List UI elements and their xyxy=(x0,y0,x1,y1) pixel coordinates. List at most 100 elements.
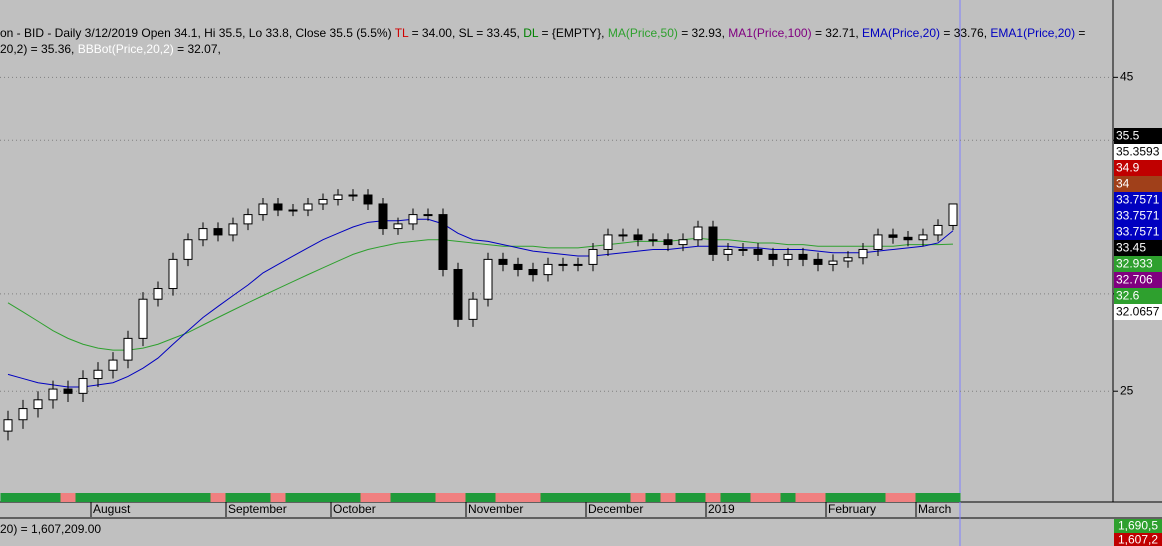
candle-body xyxy=(348,194,358,197)
price-label: 35.3593 xyxy=(1116,145,1160,159)
trend-strip xyxy=(330,493,346,502)
price-label-box xyxy=(1114,256,1162,272)
header-segment: MA(Price,50) xyxy=(607,26,678,40)
trend-strip xyxy=(885,493,901,502)
price-label-box xyxy=(1114,208,1162,224)
volume-label-box xyxy=(1114,519,1162,533)
header-line: on - BID - Daily 3/12/2019 Open 34.1, Hi… xyxy=(0,25,1085,41)
trend-strip xyxy=(510,493,526,502)
candle-body xyxy=(243,214,253,225)
candle-body xyxy=(948,203,958,226)
x-tick-label: November xyxy=(468,502,523,516)
trend-strip xyxy=(900,493,916,502)
trend-strip xyxy=(600,493,616,502)
trend-strip xyxy=(390,493,406,502)
trend-strip xyxy=(660,493,676,502)
trend-strip xyxy=(570,493,586,502)
candle-body xyxy=(303,203,313,211)
candle-body xyxy=(618,234,628,237)
trend-strip xyxy=(165,493,181,502)
trend-strip xyxy=(750,493,766,502)
y-tick-label: 25 xyxy=(1120,383,1134,397)
candle-body xyxy=(888,234,898,238)
trend-strip xyxy=(360,493,376,502)
trend-strip xyxy=(615,493,631,502)
candle-body xyxy=(918,234,928,241)
trend-strip xyxy=(195,493,211,502)
trend-strip xyxy=(30,493,46,502)
price-label-box xyxy=(1114,192,1162,208)
trend-strip xyxy=(210,493,226,502)
price-label: 33.7571 xyxy=(1116,209,1160,223)
candle-body xyxy=(858,248,868,259)
trend-strip xyxy=(180,493,196,502)
trend-strip xyxy=(450,493,466,502)
candle-body xyxy=(933,224,943,236)
price-label-box xyxy=(1114,176,1162,192)
candle-body xyxy=(543,263,553,276)
trend-strip xyxy=(150,493,166,502)
trend-strip xyxy=(300,493,316,502)
price-label: 34.9 xyxy=(1116,161,1140,175)
candle-body xyxy=(573,263,583,266)
candle-body xyxy=(723,248,733,255)
price-label: 33.7571 xyxy=(1116,193,1160,207)
candle-body xyxy=(708,226,718,255)
trend-strip xyxy=(630,493,646,502)
candle-body xyxy=(408,214,418,225)
price-label-box xyxy=(1114,128,1162,144)
candle-body xyxy=(378,203,388,230)
volume-label: 1,690,5 xyxy=(1118,519,1158,533)
trend-strip xyxy=(825,493,841,502)
x-tick-label: February xyxy=(828,502,876,516)
trend-strip xyxy=(255,493,271,502)
candle-body xyxy=(123,337,133,361)
candle-body xyxy=(738,248,748,251)
x-tick-label: September xyxy=(228,502,287,516)
volume-caption: 20) = 1,607,209.00 xyxy=(0,522,101,536)
header-segment: EMA1(Price,20) xyxy=(990,26,1076,40)
trend-strip xyxy=(240,493,256,502)
trend-strip xyxy=(435,493,451,502)
trend-strip xyxy=(225,493,241,502)
candle-body xyxy=(423,214,433,217)
trend-strip xyxy=(270,493,286,502)
trend-strip xyxy=(495,493,511,502)
header-segment: = {EMPTY}, xyxy=(538,26,608,40)
header-segment: = 32.93, xyxy=(677,26,729,40)
price-label: 32.6 xyxy=(1116,289,1140,303)
x-tick-label: October xyxy=(333,502,376,516)
price-label: 33.7571 xyxy=(1116,225,1160,239)
trend-strip xyxy=(690,493,706,502)
price-label: 35.5 xyxy=(1116,129,1140,143)
candle-body xyxy=(318,198,328,205)
trend-strip xyxy=(780,493,796,502)
price-label: 32.0657 xyxy=(1116,305,1160,319)
price-label-box xyxy=(1114,272,1162,288)
candle-body xyxy=(663,239,673,246)
candle-body xyxy=(468,298,478,320)
header-segment: 20,2) = 35.36, xyxy=(0,42,78,56)
x-tick-label: 2019 xyxy=(708,502,735,516)
x-tick-label: August xyxy=(93,502,131,516)
candle-body xyxy=(228,223,238,236)
candle-body xyxy=(813,258,823,265)
trend-strip xyxy=(945,493,961,502)
price-label-box xyxy=(1114,160,1162,176)
header-segment: on - BID - Daily 3/12/2019 Open 34.1, Hi… xyxy=(0,26,395,40)
candle-body xyxy=(513,263,523,270)
trend-strip xyxy=(375,493,391,502)
trend-strip xyxy=(555,493,571,502)
candle-body xyxy=(138,298,148,339)
candle-body xyxy=(213,228,223,236)
header-line: 20,2) = 35.36, BBBot(Price,20,2) = 32.07… xyxy=(0,41,221,57)
candle-body xyxy=(393,223,403,230)
header-segment: TL xyxy=(394,26,409,40)
trend-strip xyxy=(870,493,886,502)
candle-body xyxy=(528,268,538,276)
candle-body xyxy=(108,359,118,371)
trend-strip xyxy=(285,493,301,502)
header-segment: BBBot(Price,20,2) xyxy=(77,42,174,56)
candle-body xyxy=(693,226,703,241)
